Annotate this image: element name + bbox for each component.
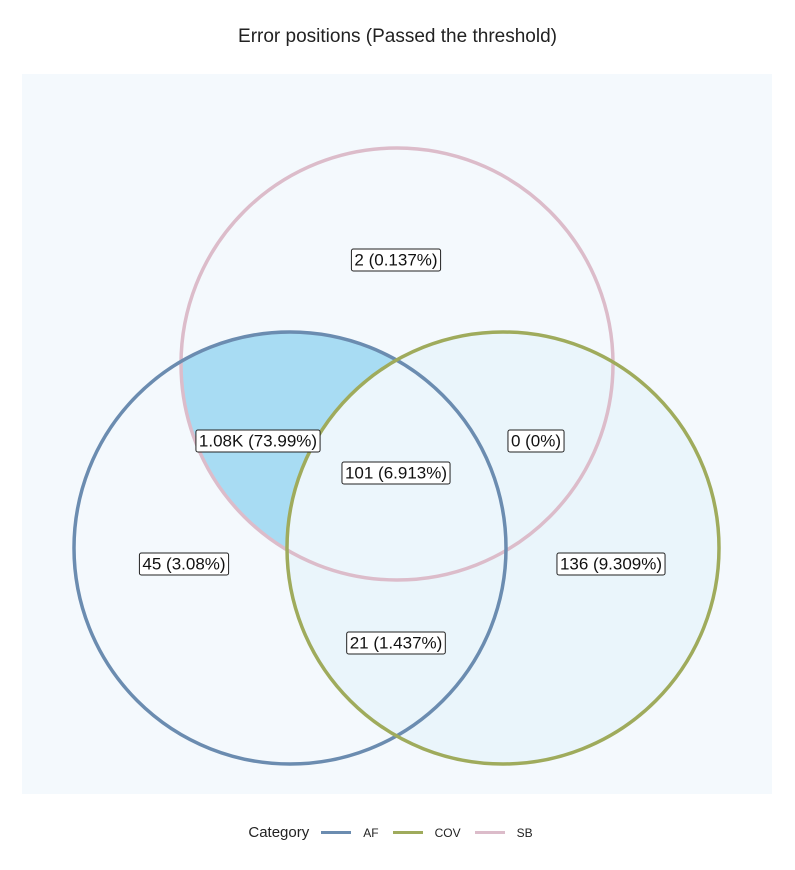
region-label-af: 45 (3.08%) xyxy=(138,552,230,576)
region-label-af-cov-sb: 101 (6.913%) xyxy=(341,461,451,485)
set-circle-af xyxy=(72,330,508,766)
region-label-box xyxy=(138,552,230,576)
region-label-box xyxy=(346,631,446,655)
region-label-box xyxy=(195,429,321,453)
legend-label-cov: COV xyxy=(434,825,461,840)
region-fills xyxy=(181,332,719,764)
legend-item-sb: SB xyxy=(474,825,533,840)
region-label-cov: 136 (9.309%) xyxy=(556,552,666,576)
region-label-text: 0 (0%) xyxy=(511,432,561,451)
region-label-text: 45 (3.08%) xyxy=(142,555,225,574)
region-label-cov-sb: 0 (0%) xyxy=(507,429,565,453)
set-circle-cov xyxy=(285,330,721,766)
region-fill-af-cov-sb xyxy=(287,332,506,580)
region-label-sb: 2 (0.137%) xyxy=(350,248,442,272)
set-outlines xyxy=(72,146,721,766)
region-label-text: 136 (9.309%) xyxy=(560,555,662,574)
region-label-af-sb: 1.08K (73.99%) xyxy=(195,429,321,453)
region-label-text: 2 (0.137%) xyxy=(354,251,437,270)
region-label-text: 1.08K (73.99%) xyxy=(199,432,317,451)
region-label-box xyxy=(556,552,666,576)
region-label-text: 101 (6.913%) xyxy=(345,464,447,483)
legend-item-af: AF xyxy=(321,825,379,840)
region-label-box xyxy=(507,429,565,453)
region-label-af-cov: 21 (1.437%) xyxy=(346,631,446,655)
region-label-box xyxy=(341,461,451,485)
chart-title: Error positions (Passed the threshold) xyxy=(238,26,557,47)
legend-label-sb: SB xyxy=(516,825,533,840)
legend-key-sb xyxy=(474,831,505,834)
region-label-box xyxy=(350,248,442,272)
legend: Category AF COV SB xyxy=(0,824,795,841)
region-label-text: 21 (1.437%) xyxy=(350,634,443,653)
legend-label-af: AF xyxy=(363,825,379,840)
legend-key-af xyxy=(321,831,352,834)
legend-title: Category xyxy=(248,824,310,841)
legend-item-cov: COV xyxy=(392,825,461,840)
legend-key-cov xyxy=(392,831,423,834)
region-labels: 2 (0.137%) 1.08K (73.99%) 0 (0%) 101 (6.913… xyxy=(138,248,666,655)
